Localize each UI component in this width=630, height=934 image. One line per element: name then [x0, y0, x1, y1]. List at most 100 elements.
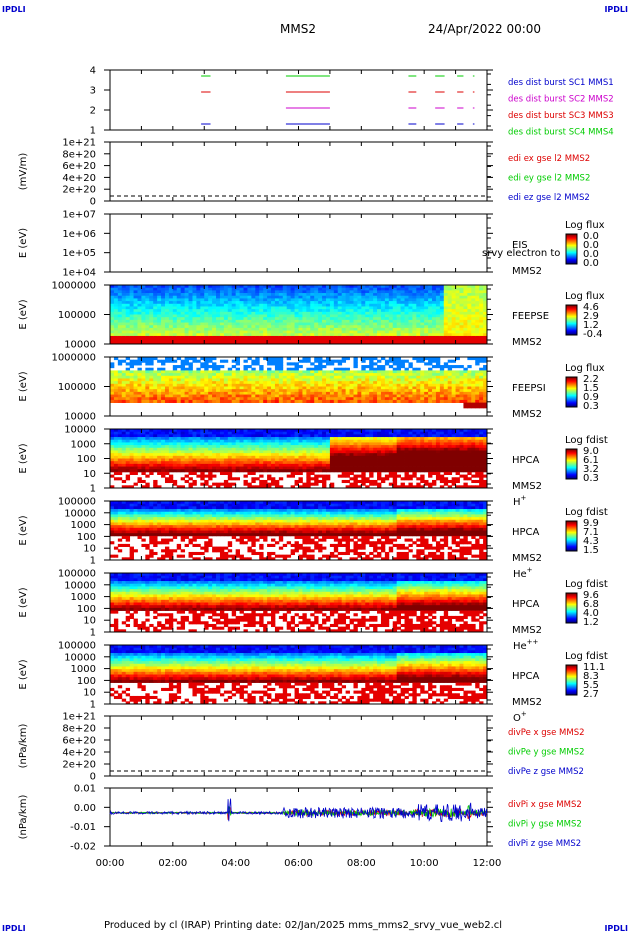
heatmap-cell: [361, 399, 366, 403]
heatmap-cell: [255, 386, 260, 390]
heatmap-cell: [353, 359, 358, 363]
heatmap-cell: [396, 389, 402, 393]
heatmap-cell: [290, 314, 295, 318]
heatmap-cell: [451, 341, 456, 345]
heatmap-cell: [435, 338, 441, 342]
heatmap-cell: [337, 373, 343, 377]
heatmap-cell: [157, 306, 162, 310]
heatmap-cell: [125, 309, 131, 313]
heatmap-cell: [400, 295, 405, 299]
heatmap-cell: [483, 357, 488, 361]
heatmap-cell: [110, 453, 115, 457]
heatmap-cell: [432, 298, 437, 302]
heatmap-cell: [294, 287, 299, 291]
heatmap-cell: [435, 362, 441, 366]
heatmap-cell: [333, 311, 339, 315]
heatmap-cell: [483, 370, 488, 374]
heatmap-cell: [483, 341, 488, 345]
heatmap-cell: [243, 373, 248, 377]
heatmap-cell: [306, 375, 311, 379]
heatmap-cell: [325, 378, 331, 382]
heatmap-cell: [176, 295, 182, 299]
heatmap-cell: [164, 463, 170, 467]
heatmap-cell: [377, 290, 382, 294]
heatmap-cell: [164, 386, 170, 390]
colorbar-swatch: [566, 306, 577, 308]
heatmap-cell: [219, 341, 225, 345]
heatmap-cell: [231, 394, 237, 398]
heatmap-cell: [180, 317, 186, 321]
heatmap-cell: [380, 357, 386, 361]
heatmap-cell: [110, 466, 115, 470]
heatmap-cell: [451, 317, 456, 321]
heatmap-cell: [432, 290, 437, 294]
heatmap-cell: [435, 381, 441, 385]
heatmap-cell: [223, 325, 229, 329]
heatmap-cell: [302, 301, 307, 305]
heatmap-cell: [337, 287, 343, 291]
heatmap-cell: [290, 311, 295, 315]
heatmap-cell: [325, 298, 331, 302]
heatmap-cell: [196, 367, 201, 371]
heatmap-cell: [306, 455, 311, 459]
heatmap-cell: [483, 285, 488, 289]
heatmap-cell: [219, 394, 225, 398]
heatmap-cell: [133, 445, 138, 449]
heatmap-cell: [463, 405, 468, 409]
heatmap-cell: [267, 391, 272, 395]
heatmap-cell: [396, 383, 402, 387]
heatmap-cell: [153, 335, 158, 340]
heatmap-cell: [259, 333, 264, 337]
heatmap-cell: [357, 389, 362, 393]
heatmap-cell: [286, 335, 292, 340]
heatmap-cell: [416, 383, 421, 387]
heatmap-cell: [137, 322, 142, 326]
heatmap-cell: [145, 290, 150, 294]
heatmap-cell: [141, 285, 146, 289]
heatmap-cell: [447, 327, 453, 331]
heatmap-cell: [161, 287, 166, 291]
heatmap-cell: [168, 437, 174, 441]
heatmap-cell: [471, 306, 476, 310]
heatmap-cell: [231, 477, 237, 481]
heatmap-cell: [294, 482, 299, 486]
heatmap-cell: [479, 405, 484, 409]
heatmap-cell: [133, 373, 138, 377]
heatmap-cell: [129, 298, 134, 302]
heatmap-cell: [200, 290, 205, 294]
heatmap-cell: [475, 389, 480, 393]
heatmap-cell: [110, 431, 115, 435]
heatmap-cell: [243, 455, 248, 459]
heatmap-cell: [164, 317, 170, 321]
heatmap-cell: [329, 437, 335, 441]
heatmap-cell: [180, 463, 186, 467]
heatmap-cell: [157, 293, 162, 297]
heatmap-cell: [345, 386, 350, 390]
heatmap-cell: [168, 429, 174, 433]
heatmap-cell: [353, 399, 358, 403]
heatmap-cell: [204, 469, 209, 473]
heatmap-cell: [243, 306, 248, 310]
heatmap-cell: [271, 330, 276, 334]
heatmap-cell: [208, 439, 213, 443]
heatmap-cell: [188, 335, 193, 340]
heatmap-cell: [428, 373, 433, 377]
heatmap-cell: [188, 463, 193, 467]
heatmap-cell: [483, 405, 488, 409]
heatmap-cell: [235, 439, 240, 443]
heatmap-cell: [345, 397, 350, 401]
heatmap-cell: [286, 397, 292, 401]
heatmap-cell: [200, 325, 205, 329]
heatmap-cell: [247, 301, 252, 305]
heatmap-cell: [121, 455, 127, 459]
heatmap-cell: [380, 309, 386, 313]
heatmap-cell: [396, 322, 402, 326]
heatmap-cell: [286, 317, 292, 321]
heatmap-cell: [216, 439, 221, 443]
heatmap-cell: [294, 362, 299, 366]
heatmap-cell: [216, 455, 221, 459]
heatmap-cell: [149, 311, 154, 315]
heatmap-cell: [204, 333, 209, 337]
heatmap-cell: [231, 293, 237, 297]
ytick-label: 2: [90, 106, 96, 117]
